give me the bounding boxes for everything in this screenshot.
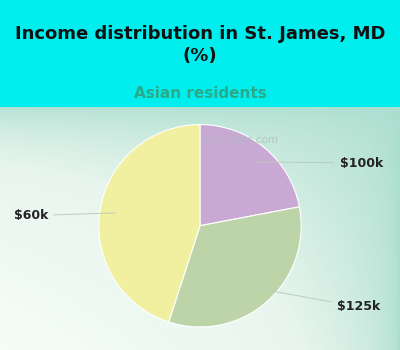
Text: Income distribution in St. James, MD
(%): Income distribution in St. James, MD (%) [15, 25, 385, 65]
Wedge shape [169, 207, 301, 327]
Text: $60k: $60k [14, 209, 115, 222]
Wedge shape [200, 125, 299, 226]
Text: $125k: $125k [258, 288, 380, 313]
Wedge shape [99, 125, 200, 322]
Text: City-Data.com: City-Data.com [204, 135, 278, 145]
Text: Asian residents: Asian residents [134, 86, 266, 101]
Text: $100k: $100k [256, 156, 383, 169]
